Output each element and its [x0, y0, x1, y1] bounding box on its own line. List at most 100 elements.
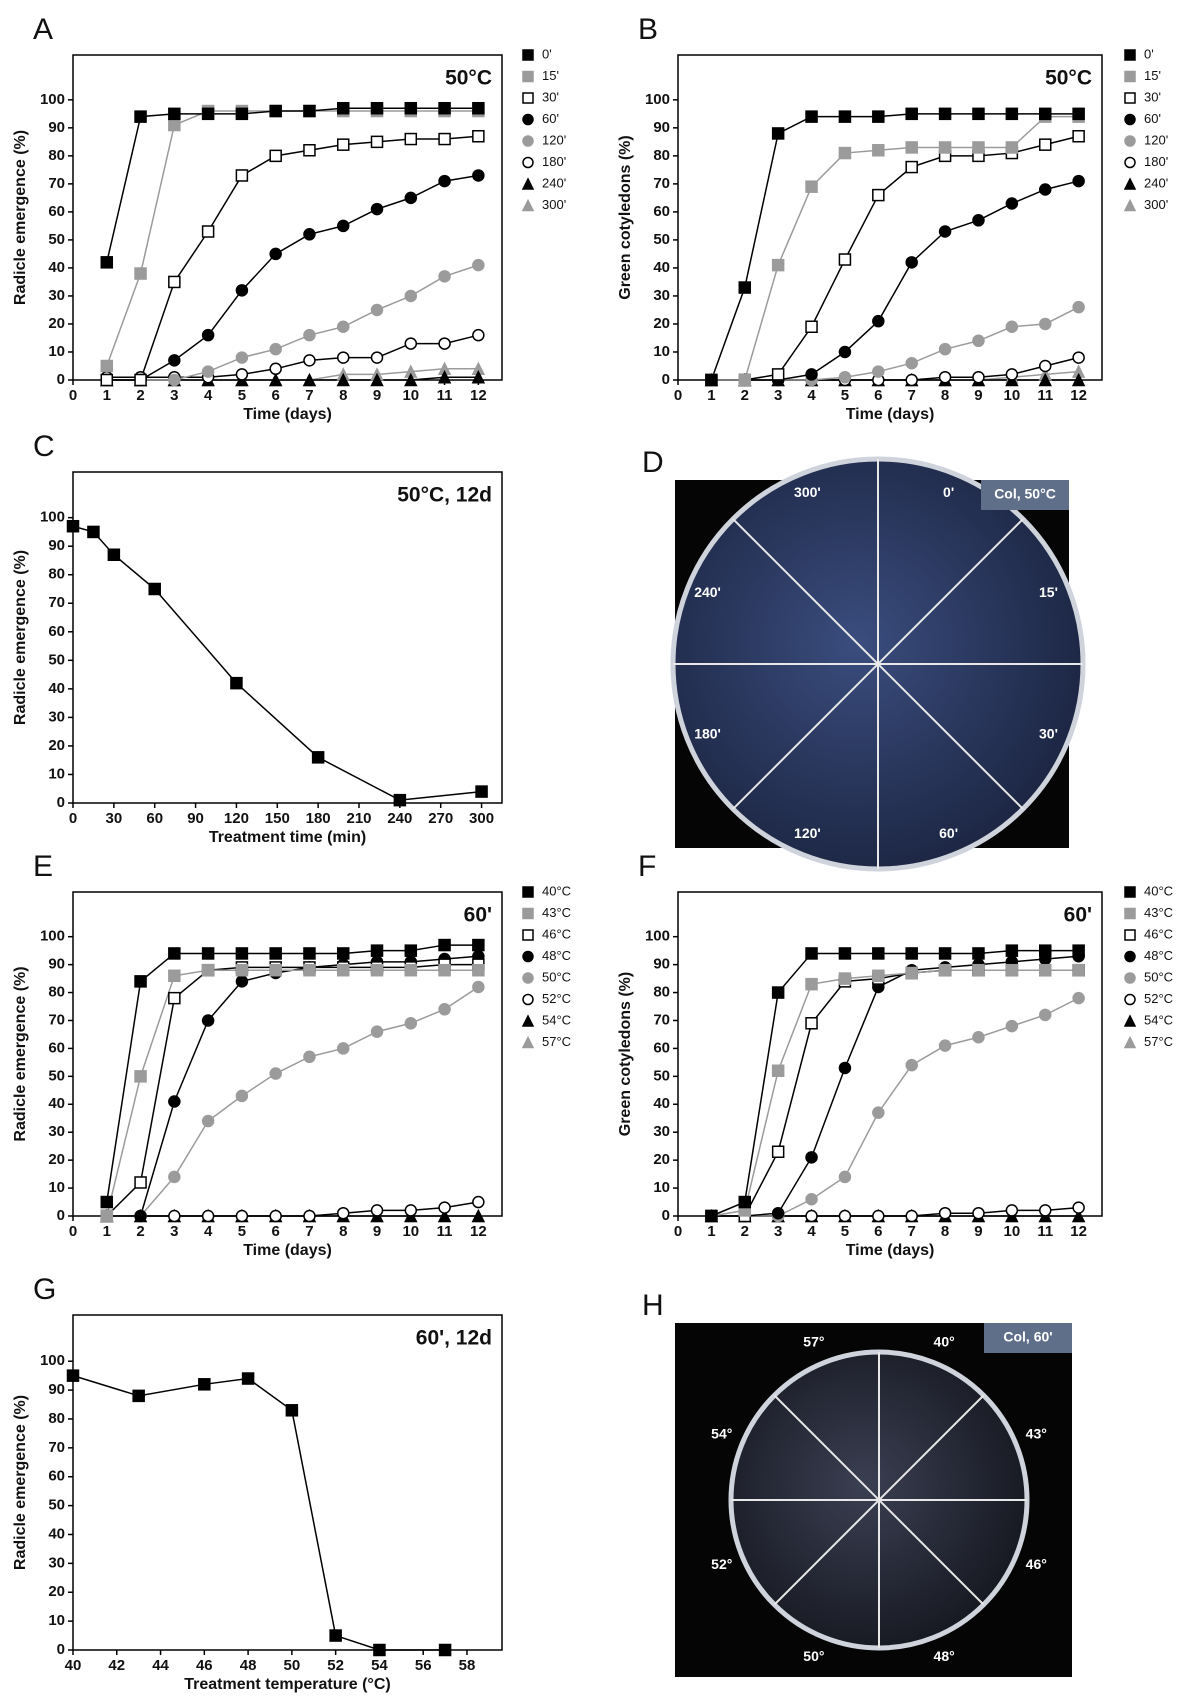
marker [972, 963, 985, 977]
marker [303, 1209, 316, 1223]
marker [472, 1195, 485, 1209]
marker [235, 1209, 249, 1223]
x-tick-label: 4 [807, 387, 816, 404]
y-axis-label: Radicle emergence (%) [12, 130, 29, 305]
legend-marker [521, 198, 535, 212]
x-tick-label: 8 [941, 387, 949, 404]
marker [336, 219, 350, 233]
legend-label: 40°C [542, 883, 571, 898]
marker [1005, 944, 1019, 957]
marker [303, 228, 316, 241]
marker [972, 334, 985, 348]
marker [472, 130, 485, 143]
marker [438, 270, 451, 283]
y-tick-label: 20 [653, 315, 670, 332]
marker [370, 944, 384, 957]
marker [336, 138, 350, 151]
marker [87, 525, 100, 539]
x-tick-label: 10 [402, 387, 419, 404]
marker [404, 1204, 418, 1217]
legend-label: 48°C [1144, 948, 1173, 963]
y-tick-label: 30 [653, 1123, 670, 1140]
x-tick-label: 52 [327, 1657, 344, 1674]
y-tick-label: 30 [48, 708, 65, 725]
x-tick-label: 4 [204, 1223, 213, 1240]
marker [972, 107, 985, 121]
y-tick-label: 90 [48, 956, 65, 973]
y-tick-label: 50 [653, 231, 670, 248]
marker [872, 110, 885, 123]
marker [838, 345, 852, 359]
legend-label: 120' [542, 132, 566, 147]
x-tick-label: 2 [741, 1223, 749, 1240]
marker [1038, 963, 1052, 977]
y-axis-label: Radicle emergence (%) [12, 550, 29, 725]
marker [805, 180, 818, 193]
x-axis-label: Time (days) [243, 406, 332, 423]
marker [938, 370, 952, 384]
y-tick-label: 100 [645, 91, 670, 108]
marker [738, 373, 752, 387]
annotation: 50°C, 12d [397, 484, 492, 507]
marker [472, 169, 485, 182]
panel-letter: B [638, 13, 658, 46]
legend-label: 15' [542, 68, 559, 83]
plot-frame [72, 1314, 503, 1651]
legend-label: 30' [1144, 89, 1161, 104]
y-tick-label: 100 [40, 1352, 65, 1369]
marker [370, 351, 384, 364]
y-tick-label: 90 [653, 956, 670, 973]
x-tick-label: 46 [196, 1657, 213, 1674]
plot-frame [72, 54, 503, 381]
marker [905, 966, 918, 980]
marker [838, 253, 852, 266]
legend-label: 300' [1144, 197, 1168, 212]
series-line [711, 115, 1079, 381]
y-tick-label: 10 [48, 343, 65, 360]
marker [438, 101, 451, 115]
marker [771, 986, 785, 999]
marker [905, 160, 918, 174]
marker [771, 1064, 785, 1078]
y-tick-label: 100 [40, 509, 65, 526]
marker [269, 104, 282, 118]
x-tick-label: 42 [108, 1657, 125, 1674]
marker [1005, 107, 1019, 121]
tag-label: Col, 50°C [994, 486, 1056, 502]
series-line [72, 525, 482, 801]
legend-label: 43°C [1144, 905, 1173, 920]
y-tick-label: 10 [48, 765, 65, 782]
y-axis-label: Radicle emergence (%) [12, 966, 29, 1141]
x-tick-label: 90 [187, 810, 204, 827]
marker [1072, 991, 1085, 1005]
x-tick-label: 10 [1004, 387, 1021, 404]
x-tick-label: 240 [387, 810, 412, 827]
legend-label: 50°C [542, 969, 571, 984]
y-tick-label: 80 [653, 984, 670, 1001]
marker [972, 214, 985, 227]
marker [132, 1389, 145, 1403]
annotation: 60' [1064, 904, 1092, 927]
marker [438, 337, 451, 350]
x-tick-label: 3 [774, 1223, 782, 1240]
marker [438, 1643, 452, 1657]
legend-marker [1124, 907, 1136, 920]
marker [201, 963, 215, 977]
y-tick-label: 40 [48, 1095, 65, 1112]
sector-label: 120' [794, 825, 821, 841]
marker [285, 1404, 299, 1417]
series-line [711, 969, 1079, 1217]
marker [168, 1170, 181, 1184]
x-tick-label: 180 [306, 810, 331, 827]
series-line [106, 110, 479, 367]
annotation: 60' [464, 904, 492, 927]
sector-label: 43° [1026, 1426, 1047, 1442]
legend-label: 120' [1144, 132, 1168, 147]
x-tick-label: 0 [69, 387, 77, 404]
marker [1072, 351, 1085, 364]
marker [66, 1369, 80, 1382]
marker [168, 947, 181, 960]
legend-label: 15' [1144, 68, 1161, 83]
marker [972, 370, 985, 384]
marker [805, 110, 818, 123]
